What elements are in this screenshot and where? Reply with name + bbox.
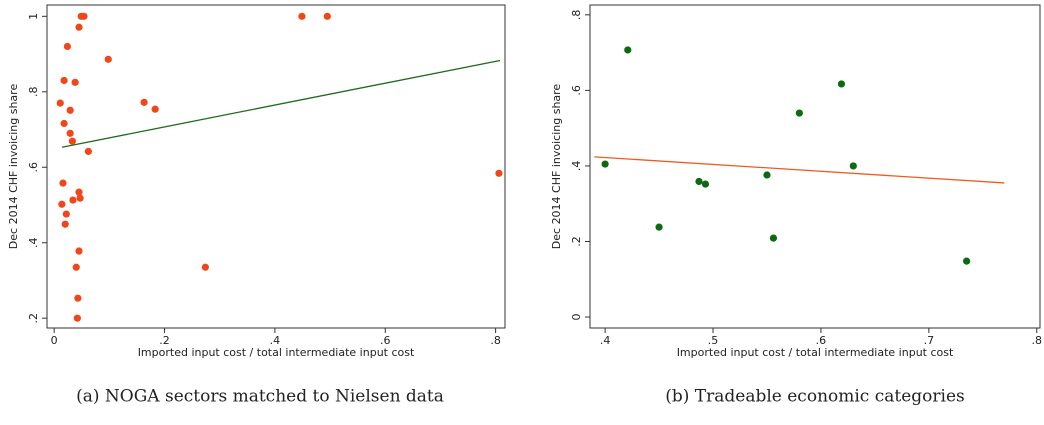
x-tick-label: .5 — [708, 334, 719, 347]
y-tick-label: 1 — [27, 13, 40, 20]
point — [58, 200, 66, 208]
x-tick-label: .6 — [380, 334, 391, 347]
y-axis-title: Dec 2014 CHF invoicing share — [7, 84, 20, 250]
caption: (a) NOGA sectors matched to Nielsen data — [76, 387, 444, 407]
point — [795, 109, 803, 117]
point — [69, 196, 77, 204]
x-tick-label: .6 — [816, 334, 827, 347]
point — [837, 80, 846, 88]
point — [763, 171, 771, 179]
y-tick-label: .6 — [27, 162, 40, 173]
point — [77, 12, 85, 20]
point — [298, 12, 306, 20]
point — [75, 188, 83, 196]
point — [59, 179, 67, 187]
x-axis-title: Imported input cost / total intermediate… — [677, 346, 954, 359]
point — [63, 42, 72, 51]
x-tick-label: 0 — [51, 334, 58, 347]
x-tick-label: .7 — [924, 334, 935, 347]
fit-line — [61, 59, 501, 148]
point — [701, 180, 710, 188]
point — [963, 257, 971, 265]
y-tick-label: .8 — [27, 87, 40, 98]
plot-frame — [589, 4, 1041, 329]
point — [60, 76, 68, 85]
point — [72, 263, 80, 271]
point — [61, 220, 69, 228]
point — [75, 247, 83, 255]
point — [62, 210, 70, 218]
y-tick-label: 0 — [570, 314, 583, 321]
point — [76, 194, 84, 202]
plot-frame — [46, 4, 506, 329]
y-tick-label: .6 — [570, 85, 583, 96]
point — [495, 169, 503, 177]
y-tick-label: .2 — [570, 236, 583, 247]
point — [624, 46, 632, 54]
point — [66, 129, 74, 137]
y-tick-label: .4 — [27, 237, 40, 248]
y-tick-label: .2 — [27, 313, 40, 324]
x-tick-label: .8 — [490, 334, 501, 347]
point — [68, 137, 76, 145]
point — [601, 160, 609, 168]
point — [75, 23, 83, 31]
point — [84, 147, 92, 156]
point — [56, 99, 64, 107]
x-tick-label: .4 — [270, 334, 281, 347]
caption: (b) Tradeable economic categories — [665, 387, 965, 407]
point — [60, 119, 68, 128]
x-tick-label: .8 — [1032, 334, 1043, 347]
point — [151, 105, 159, 113]
point — [104, 55, 112, 63]
point — [71, 78, 79, 86]
x-tick-label: .4 — [600, 334, 611, 347]
point — [74, 294, 82, 302]
point — [769, 234, 778, 242]
point — [140, 98, 148, 106]
y-axis-title: Dec 2014 CHF invoicing share — [550, 84, 563, 250]
point — [655, 223, 663, 231]
point — [201, 263, 209, 271]
y-tick-label: .8 — [570, 10, 583, 21]
y-tick-label: .4 — [570, 161, 583, 172]
fit-line — [594, 156, 1005, 184]
point — [66, 106, 74, 114]
point — [695, 177, 703, 186]
x-tick-label: .2 — [159, 334, 170, 347]
point — [849, 162, 857, 170]
x-axis-title: Imported input cost / total intermediate… — [138, 346, 415, 359]
point — [73, 314, 81, 322]
point — [323, 12, 331, 20]
